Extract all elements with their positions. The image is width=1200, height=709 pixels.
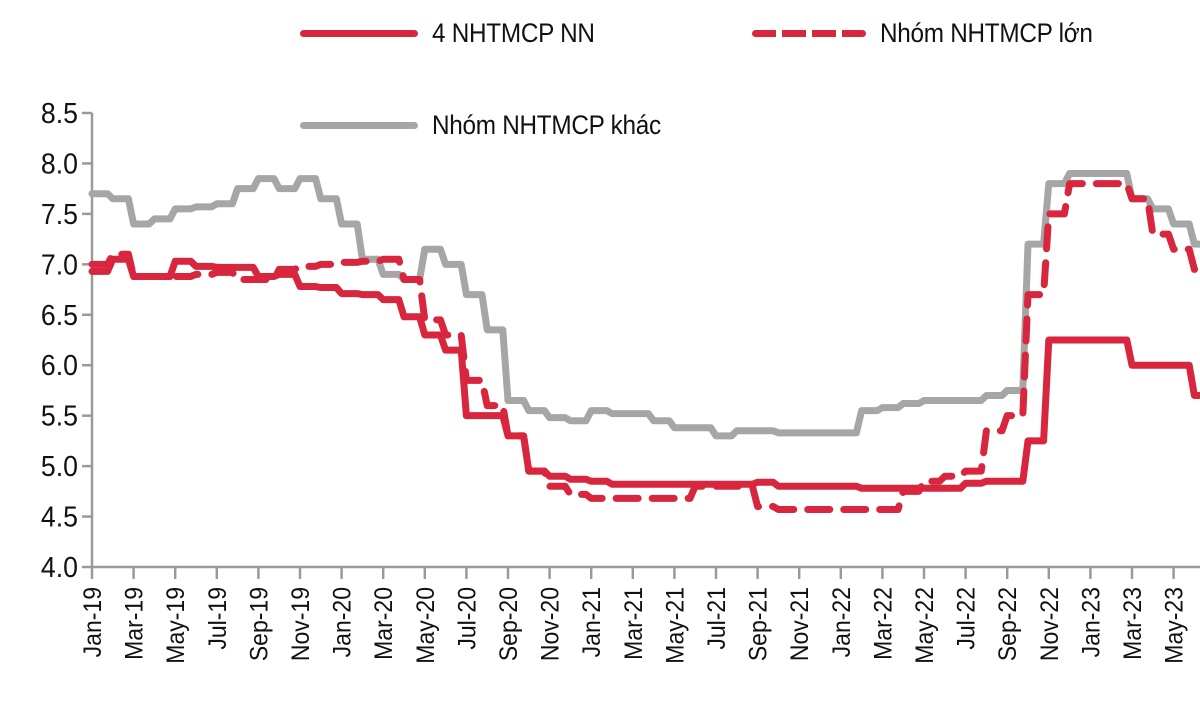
x-tick-label: Sep-22	[994, 587, 1022, 661]
x-tick-label: May-20	[412, 587, 440, 664]
x-tick-label: May-22	[911, 587, 939, 664]
series-line-nh-m-nhtmcp-l-n	[88, 180, 1200, 513]
x-tick-label: Jul-21	[703, 587, 731, 650]
series-line-4-nhtmcp-nn	[88, 255, 1200, 492]
legend-item-nhom-nhtmcp-lon: Nhóm NHTMCP lớn	[752, 18, 1116, 49]
y-tick-label: 8.5	[41, 97, 78, 129]
x-tick-label: Jul-20	[454, 587, 482, 650]
x-tick-label: Jul-19	[204, 587, 232, 650]
x-tick-label: Mar-19	[121, 587, 149, 660]
y-tick-label: 8.0	[41, 147, 78, 179]
legend-item-4-nhtmcp-nn: 4 NHTMCP NN	[300, 18, 613, 49]
x-tick-label: Jan-21	[578, 587, 606, 657]
y-tick-label: 5.0	[41, 450, 78, 482]
x-tick-label: Jan-23	[1078, 587, 1106, 657]
x-tick-label: Nov-22	[1036, 587, 1064, 661]
x-tick-label: Jan-22	[828, 587, 856, 657]
legend-label: 4 NHTMCP NN	[432, 18, 595, 48]
x-tick-label: Jul-22	[953, 587, 981, 650]
x-tick-label: Mar-23	[1119, 587, 1147, 660]
x-tick-label: Mar-20	[370, 587, 398, 660]
x-tick-label: Jan-20	[329, 587, 357, 657]
chart-series	[88, 170, 1200, 513]
chart-axes: 4.0 4.5 5.0 5.5 6.0 6.5 7.0 7.5 8.0 8.5 Jan-19 Mar-…	[41, 97, 1200, 664]
solid-red-line-swatch	[300, 30, 418, 37]
x-tick-label: Nov-19	[287, 587, 315, 661]
solid-gray-line-swatch	[300, 122, 418, 129]
x-tick-label: Sep-21	[745, 587, 773, 661]
y-tick-label: 6.5	[41, 299, 78, 331]
legend-item-nhom-nhtmcp-khac: Nhóm NHTMCP khác	[300, 110, 686, 141]
x-tick-label: May-21	[662, 587, 690, 664]
x-tick-label: Jan-19	[79, 587, 107, 657]
y-tick-label: 4.0	[41, 551, 78, 583]
x-tick-label: Mar-21	[620, 587, 648, 660]
x-tick-label: Sep-19	[246, 587, 274, 661]
y-tick-label: 7.5	[41, 198, 78, 230]
x-tick-label: Mar-22	[870, 587, 898, 660]
x-tick-label: Nov-21	[786, 587, 814, 661]
series-line-nh-m-nhtmcp-kh-c	[88, 170, 1200, 440]
legend-label: Nhóm NHTMCP lớn	[880, 18, 1093, 48]
x-tick-label: Nov-20	[537, 587, 565, 661]
x-tick-label: May-23	[1161, 587, 1189, 664]
y-tick-label: 6.0	[41, 349, 78, 381]
y-tick-label: 4.5	[41, 501, 78, 533]
x-tick-label: Sep-20	[495, 587, 523, 661]
y-tick-label: 5.5	[41, 400, 78, 432]
legend-label: Nhóm NHTMCP khác	[432, 110, 661, 140]
y-tick-label: 7.0	[41, 248, 78, 280]
x-tick-label: May-19	[162, 587, 190, 664]
dashed-red-line-swatch	[752, 30, 866, 37]
